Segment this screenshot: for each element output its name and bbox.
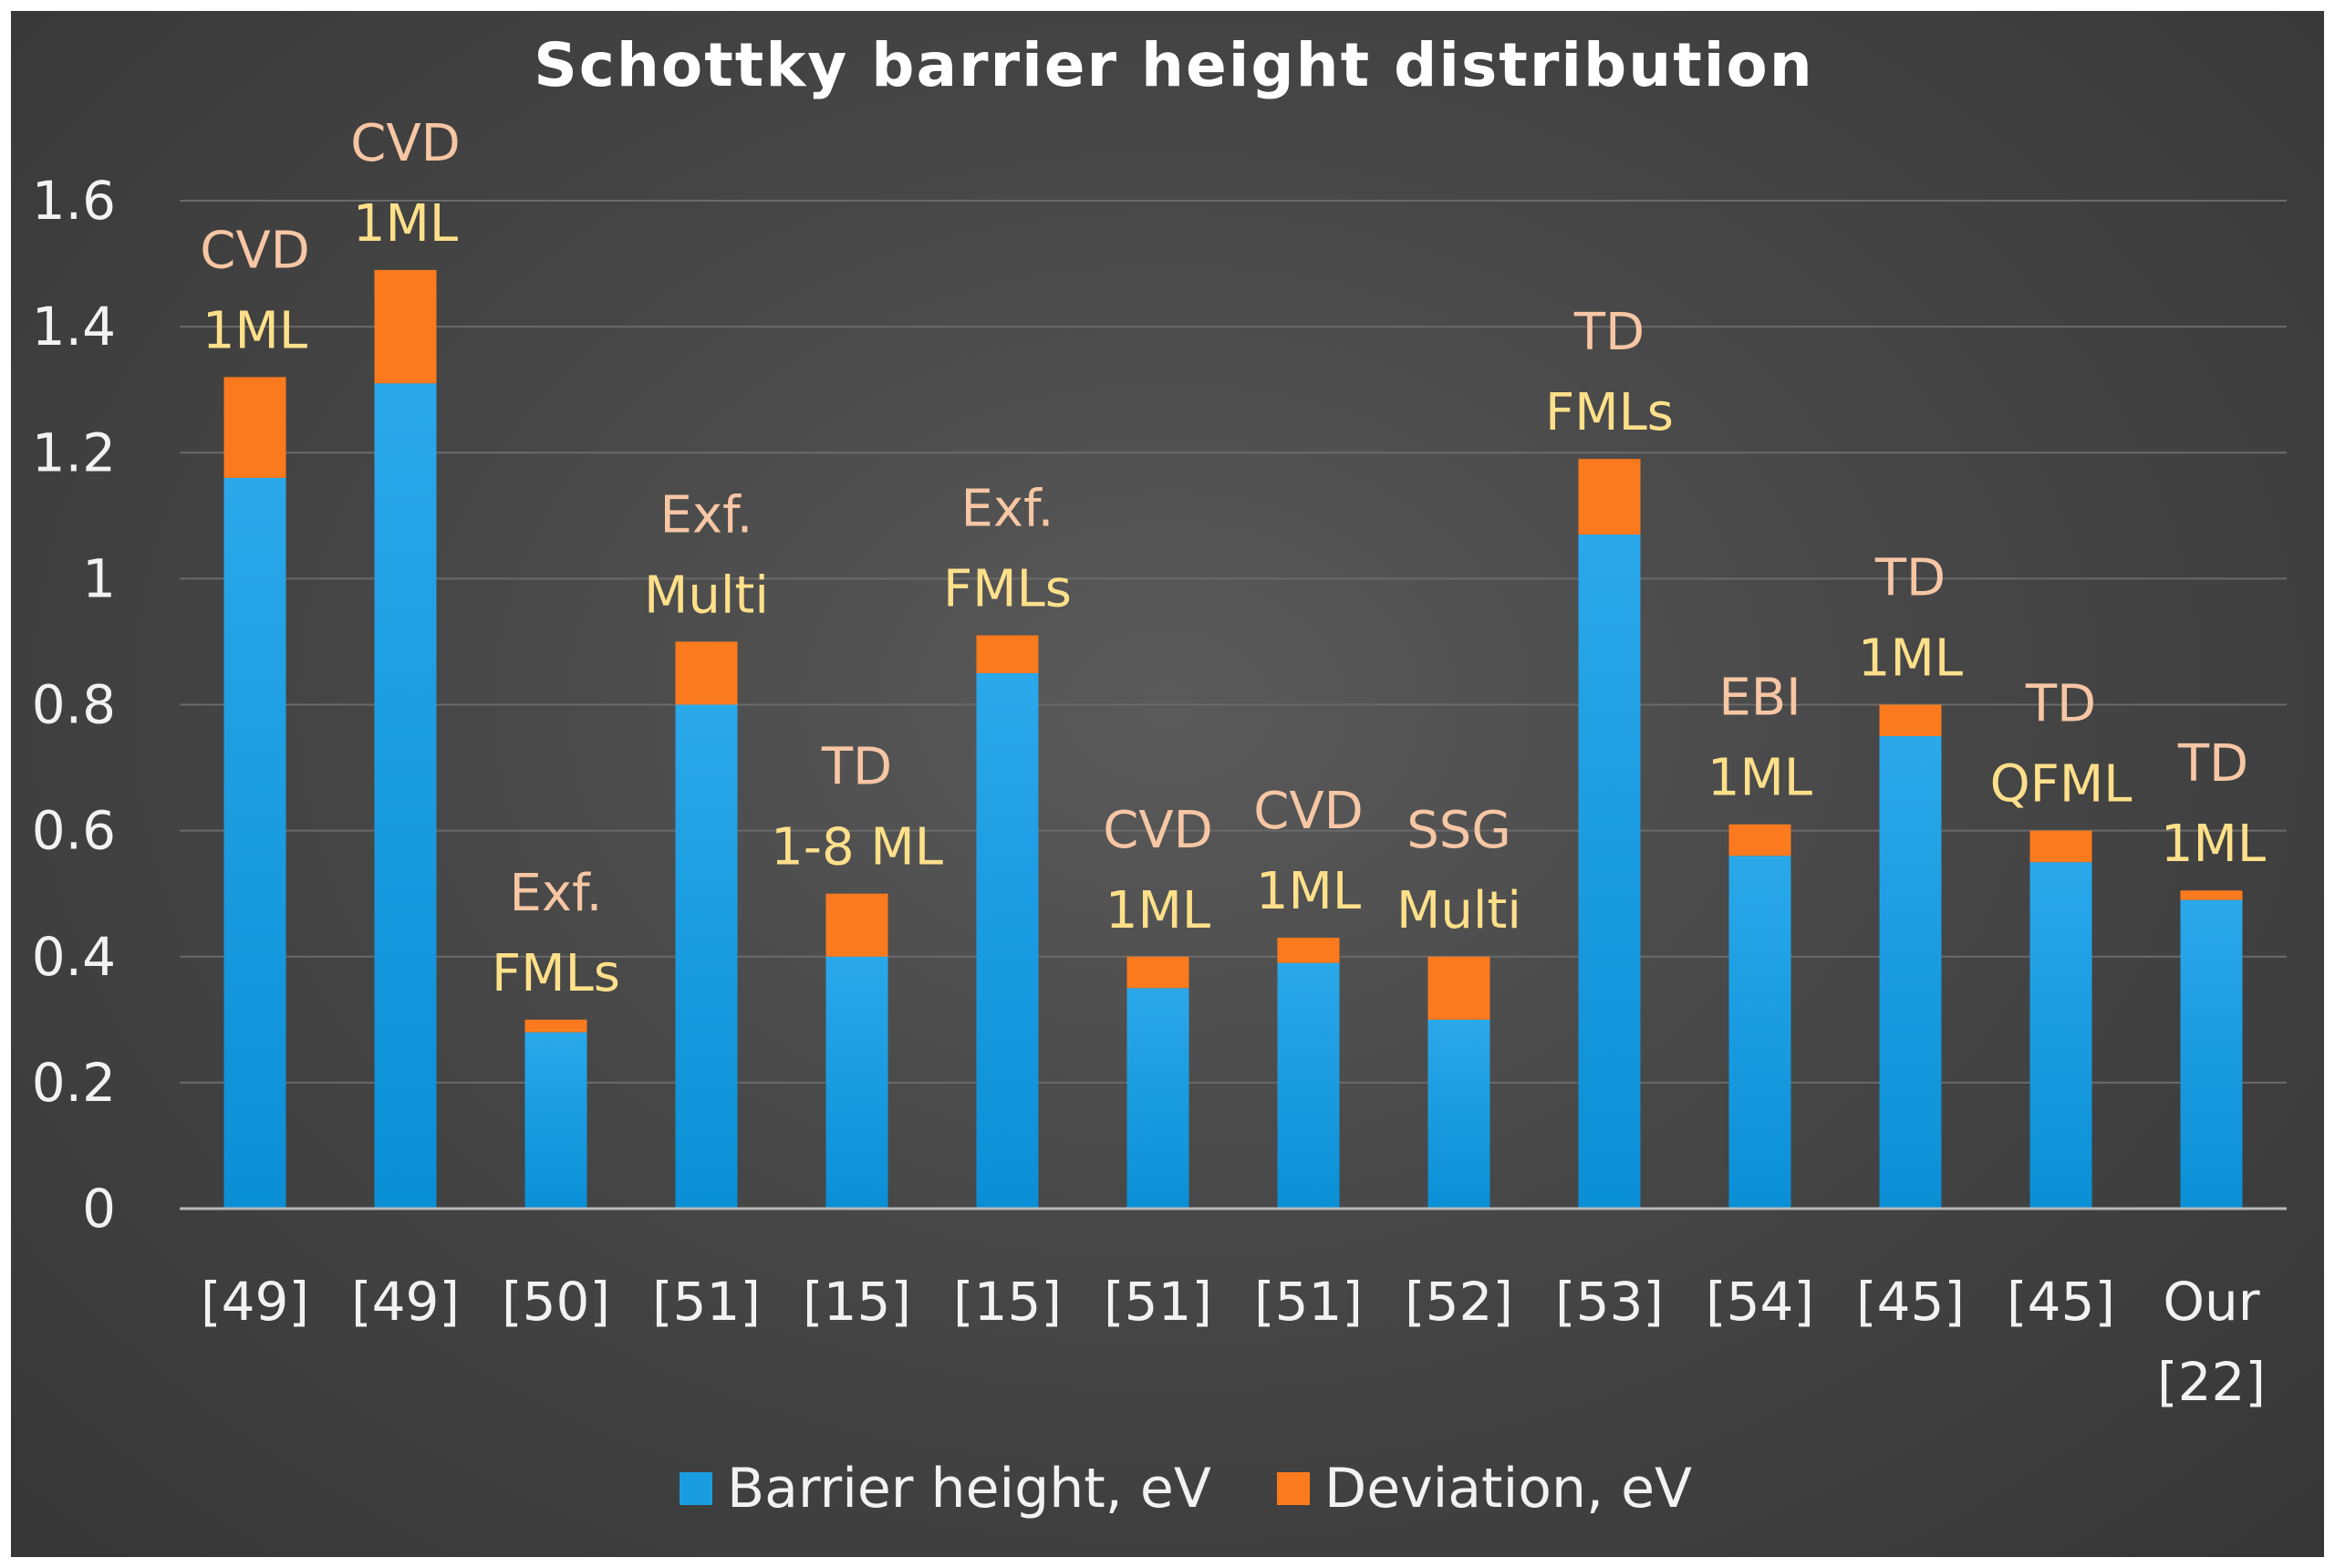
- y-tick-label: 1.6: [32, 170, 116, 232]
- bar-annotation-layers: 1ML: [353, 194, 458, 254]
- bar-deviation: [524, 1019, 587, 1033]
- y-tick-label: 1.2: [32, 421, 116, 483]
- bar-annotation-method: CVD: [350, 114, 461, 173]
- bars: [223, 269, 2243, 1209]
- bar-annotation-layers: 1ML: [202, 301, 307, 360]
- bar-deviation: [2180, 890, 2243, 900]
- bar-annotation-layers: 1ML: [1707, 749, 1812, 808]
- bar-annotation-method: TD: [821, 738, 892, 797]
- bar-barrier-height: [223, 477, 286, 1209]
- bar-annotation-method: TD: [2177, 734, 2248, 794]
- chart-title: Schottky barrier height distribution: [534, 30, 1814, 100]
- bar-annotation-layers: FMLs: [492, 944, 620, 1003]
- y-tick-label: 0.6: [32, 800, 116, 862]
- x-category-label: [45]: [1856, 1271, 1965, 1333]
- bar-barrier-height: [1578, 535, 1641, 1209]
- bar-deviation: [1277, 938, 1340, 963]
- bar-annotation-layers: 1-8 ML: [771, 818, 943, 877]
- x-category-label: [49]: [201, 1271, 309, 1333]
- bar-deviation: [675, 641, 738, 705]
- bar-annotation-method: SSG: [1406, 801, 1511, 860]
- legend-label: Barrier height, eV: [727, 1457, 1211, 1521]
- bar-annotation-method: TD: [1573, 303, 1645, 362]
- bar-barrier-height: [1126, 988, 1189, 1209]
- legend-swatch: [1277, 1472, 1310, 1505]
- bar-annotations: 1ML CVD 1ML CVD FMLs Exf. Multi Exf. 1-8 ML TD FML…: [200, 114, 2266, 1003]
- bar-annotation-method: Exf.: [660, 485, 753, 545]
- y-tick-label: 0.4: [32, 926, 116, 988]
- bar-annotation-layers: FMLs: [943, 560, 1072, 619]
- bar-annotation-layers: 1ML: [2161, 815, 2266, 874]
- bar-barrier-height: [374, 383, 437, 1209]
- bar-annotation-method: Exf.: [510, 864, 603, 923]
- y-tick-label: 0.8: [32, 674, 116, 736]
- x-category-label: [51]: [1104, 1271, 1212, 1333]
- bar-deviation: [223, 377, 286, 478]
- x-category-label: [52]: [1405, 1271, 1513, 1333]
- bar-annotation-layers: 1ML: [1256, 862, 1361, 921]
- x-category-label: [15]: [803, 1271, 911, 1333]
- bar-annotation-layers: 1ML: [1105, 881, 1210, 940]
- bar-deviation: [1578, 459, 1641, 535]
- x-category-label: [51]: [1254, 1271, 1363, 1333]
- bar-barrier-height: [1879, 736, 1942, 1209]
- bar-barrier-height: [1277, 962, 1340, 1209]
- bar-deviation: [1126, 956, 1189, 989]
- x-axis-categories: [49] [49] [50] [51] [15] [15] [51] [51] [52] [53]…: [201, 1271, 2266, 1413]
- bar-annotation-layers: 1ML: [1858, 629, 1963, 689]
- legend: Barrier height, eV Deviation, eV: [680, 1457, 1692, 1521]
- bar-annotation-layers: Multi: [644, 566, 769, 625]
- bar-deviation: [1879, 704, 1942, 737]
- bar-barrier-height: [524, 1032, 587, 1209]
- chart-panel: Schottky barrier height distribution 0 0.…: [11, 11, 2324, 1557]
- bar-annotation-method: EBI: [1718, 669, 1801, 728]
- x-category-label: [22]: [2157, 1351, 2266, 1413]
- bar-barrier-height: [1728, 856, 1791, 1209]
- bar-annotation-layers: QFML: [1990, 755, 2133, 815]
- y-tick-label: 1: [82, 547, 116, 609]
- bar-annotation-layers: FMLs: [1545, 383, 1674, 442]
- bar-barrier-height: [2029, 862, 2092, 1209]
- bar-annotation-method: TD: [2025, 675, 2096, 734]
- x-category-label: [53]: [1555, 1271, 1664, 1333]
- bar-deviation: [1728, 824, 1791, 857]
- bar-deviation: [374, 269, 437, 384]
- gridlines: [180, 200, 2287, 1084]
- x-category-label: Our: [2163, 1271, 2259, 1333]
- x-category-label: [15]: [953, 1271, 1062, 1333]
- bar-deviation: [825, 893, 888, 957]
- y-tick-label: 0: [82, 1178, 116, 1240]
- bar-annotation-method: Exf.: [961, 480, 1054, 539]
- bar-barrier-height: [675, 704, 738, 1209]
- bar-deviation: [976, 635, 1039, 673]
- x-category-label: [45]: [2007, 1271, 2115, 1333]
- legend-swatch: [680, 1472, 712, 1505]
- bar-annotation-method: CVD: [200, 221, 310, 280]
- x-category-label: [50]: [502, 1271, 610, 1333]
- y-tick-label: 0.2: [32, 1052, 116, 1114]
- bar-annotation-method: CVD: [1103, 801, 1213, 860]
- x-category-label: [49]: [351, 1271, 460, 1333]
- bar-annotation-method: CVD: [1253, 782, 1364, 841]
- bar-chart: Schottky barrier height distribution 0 0.…: [32, 30, 2287, 1521]
- x-category-label: [51]: [652, 1271, 761, 1333]
- y-axis-ticks: 0 0.2 0.4 0.6 0.8 1 1.2 1.4 1.6: [32, 170, 116, 1240]
- x-category-label: [54]: [1706, 1271, 1814, 1333]
- bar-annotation-method: TD: [1874, 549, 1946, 608]
- bar-deviation: [2029, 830, 2092, 863]
- bar-deviation: [1427, 956, 1490, 1020]
- y-tick-label: 1.4: [32, 296, 116, 358]
- legend-label: Deviation, eV: [1324, 1457, 1692, 1521]
- bar-barrier-height: [976, 672, 1039, 1209]
- bar-barrier-height: [2180, 899, 2243, 1209]
- bar-barrier-height: [1427, 1019, 1490, 1209]
- bar-barrier-height: [825, 956, 888, 1209]
- bar-annotation-layers: Multi: [1396, 881, 1521, 940]
